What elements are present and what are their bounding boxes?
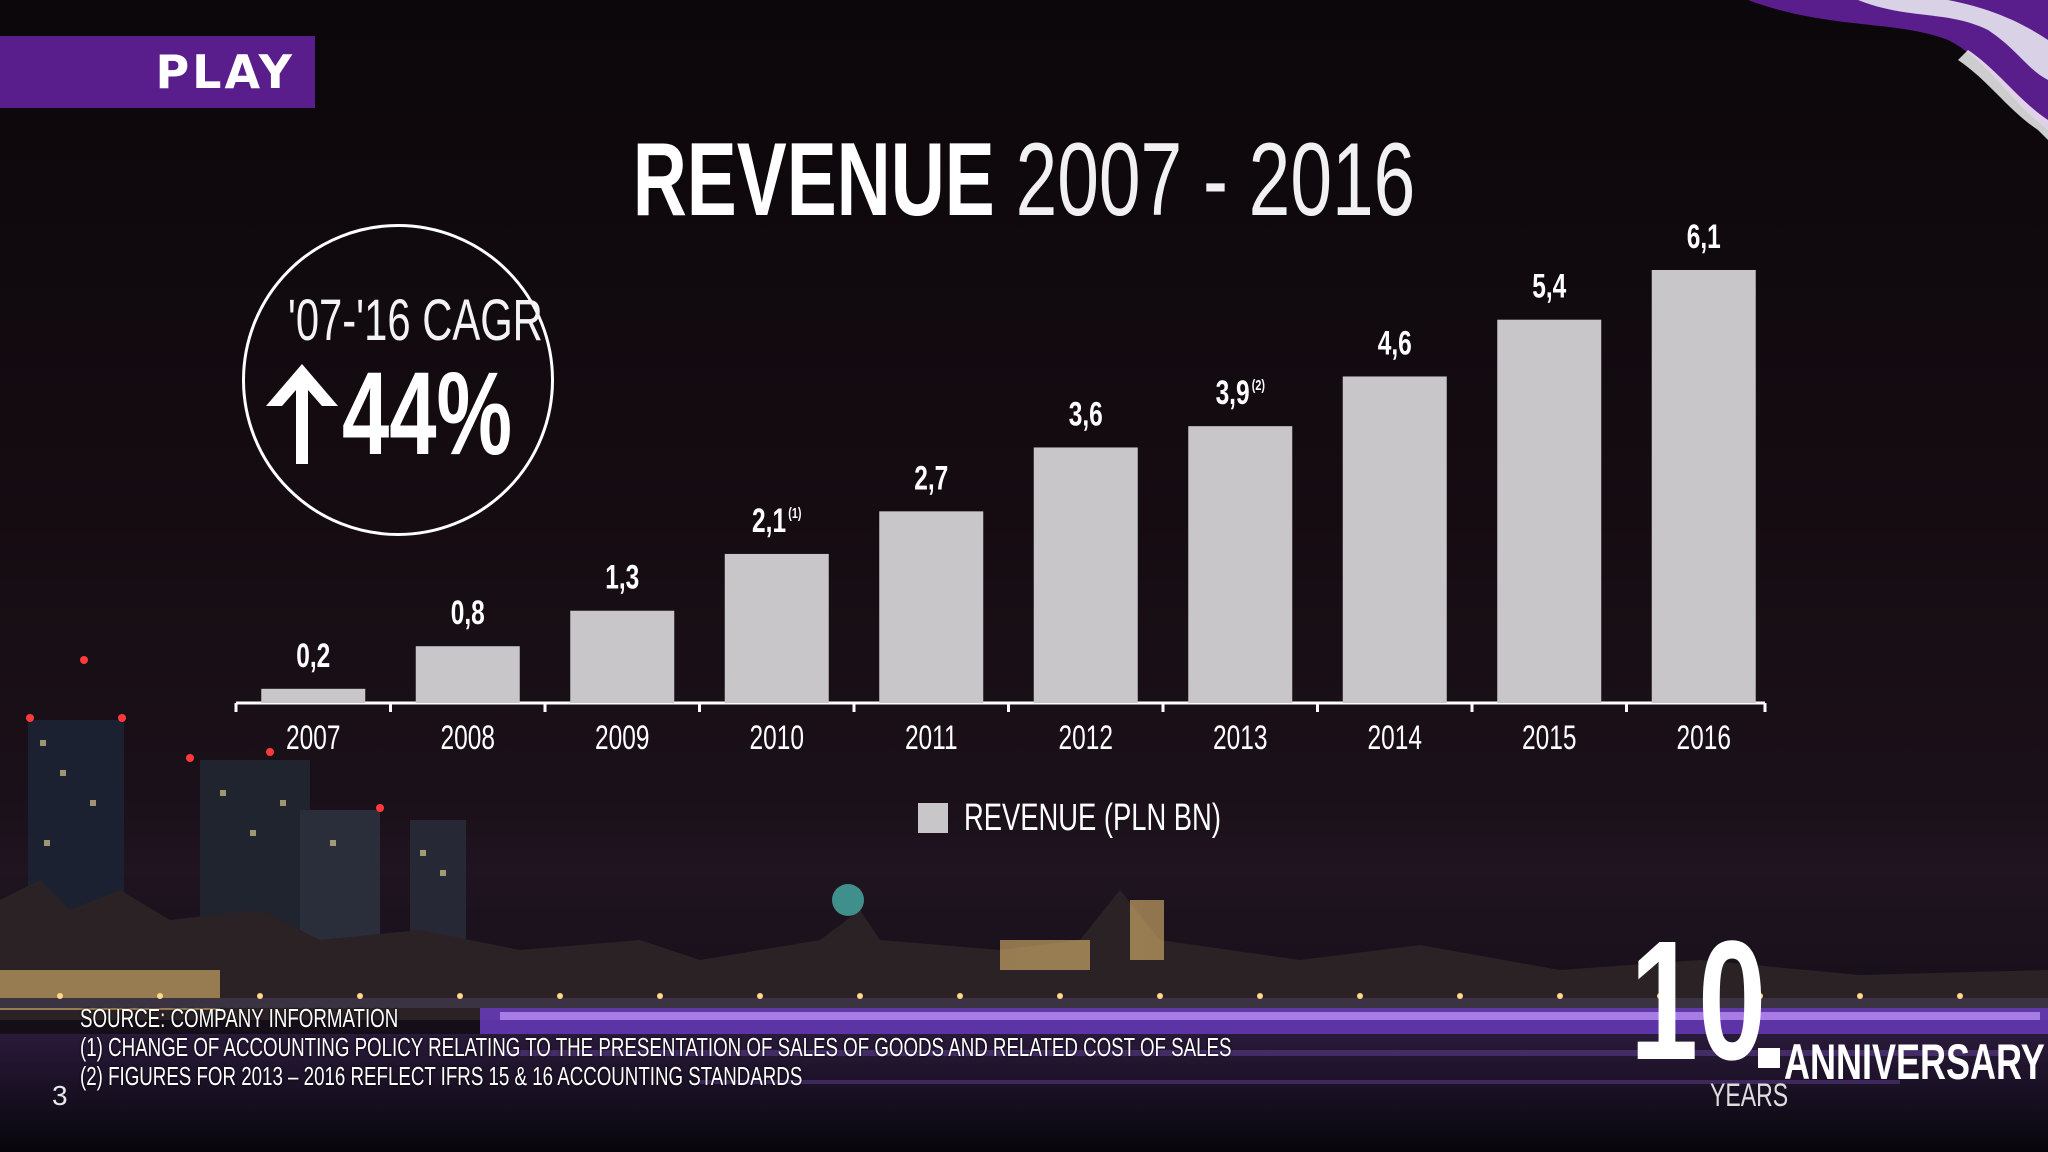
bar-value-label: 0,2	[296, 637, 330, 675]
anniversary-years: YEARS	[1710, 1077, 1789, 1113]
x-tick-label: 2009	[595, 719, 649, 757]
bar	[1033, 447, 1138, 703]
bar	[724, 553, 829, 703]
bar	[1497, 319, 1602, 703]
bar	[570, 610, 675, 703]
bar	[415, 646, 520, 703]
bar-value-label: 6,1	[1687, 218, 1721, 256]
brand-logo-text: PLAY	[155, 45, 295, 99]
ribbon-decoration	[1748, 0, 2048, 140]
up-arrow-icon	[266, 364, 338, 464]
anniversary-logo: 10 ANNIVERSARY YEARS	[1630, 916, 2045, 1113]
bar	[1651, 270, 1756, 703]
anniversary-number: 10	[1630, 906, 1767, 1096]
bar	[1188, 426, 1293, 703]
page-number: 3	[52, 1080, 68, 1111]
brand-logo-badge: PLAY	[0, 36, 315, 108]
footnote-2: (2) FIGURES FOR 2013 – 2016 REFLECT IFRS…	[80, 1061, 803, 1091]
bar	[879, 511, 984, 703]
x-tick-label: 2011	[905, 719, 958, 757]
bar-value-label: 4,6	[1378, 325, 1412, 363]
anniversary-dot	[1758, 1048, 1780, 1068]
footnote-source: SOURCE: COMPANY INFORMATION	[80, 1003, 399, 1033]
title-bold: REVENUE	[632, 122, 995, 238]
bar-value-label: 3,6	[1069, 396, 1103, 434]
bar-value-footnote: (1)	[788, 504, 801, 521]
page-title: REVENUE 2007 - 2016	[287, 120, 1762, 240]
bar-value-footnote: (2)	[1252, 376, 1265, 393]
bar-value-label: 5,4	[1532, 268, 1566, 306]
x-tick-label: 2007	[286, 719, 340, 757]
x-tick-label: 2016	[1677, 719, 1731, 757]
bar-value-label: 3,9 (2)	[1216, 374, 1265, 412]
x-tick-label: 2010	[750, 719, 804, 757]
legend-swatch	[918, 803, 948, 833]
anniversary-word: ANNIVERSARY	[1784, 1034, 2045, 1090]
footnotes: SOURCE: COMPANY INFORMATION (1) CHANGE O…	[80, 1004, 1232, 1091]
x-tick-label: 2014	[1368, 719, 1422, 757]
x-tick-label: 2013	[1213, 719, 1267, 757]
x-tick-label: 2008	[441, 719, 495, 757]
bar	[1342, 376, 1447, 703]
legend-label: REVENUE (PLN BN)	[964, 797, 1221, 839]
bar-value-label: 1,3	[605, 559, 639, 597]
cagr-label: '07-'16 CAGR	[287, 288, 543, 353]
cagr-value-row: 44%	[245, 355, 551, 473]
bar	[261, 688, 366, 703]
x-tick-label: 2012	[1059, 719, 1113, 757]
city-skyline-background	[0, 640, 2048, 1152]
title-light: 2007 - 2016	[1015, 122, 1416, 238]
bar-value-label: 2,1 (1)	[752, 502, 801, 540]
bar-value-label: 2,7	[914, 460, 948, 498]
chart-legend: REVENUE (PLN BN)	[918, 796, 1321, 840]
x-tick-label: 2015	[1522, 719, 1576, 757]
cagr-callout: '07-'16 CAGR 44%	[242, 224, 554, 536]
bar-value-label: 0,8	[451, 594, 485, 632]
footnote-1: (1) CHANGE OF ACCOUNTING POLICY RELATING…	[80, 1032, 1232, 1062]
